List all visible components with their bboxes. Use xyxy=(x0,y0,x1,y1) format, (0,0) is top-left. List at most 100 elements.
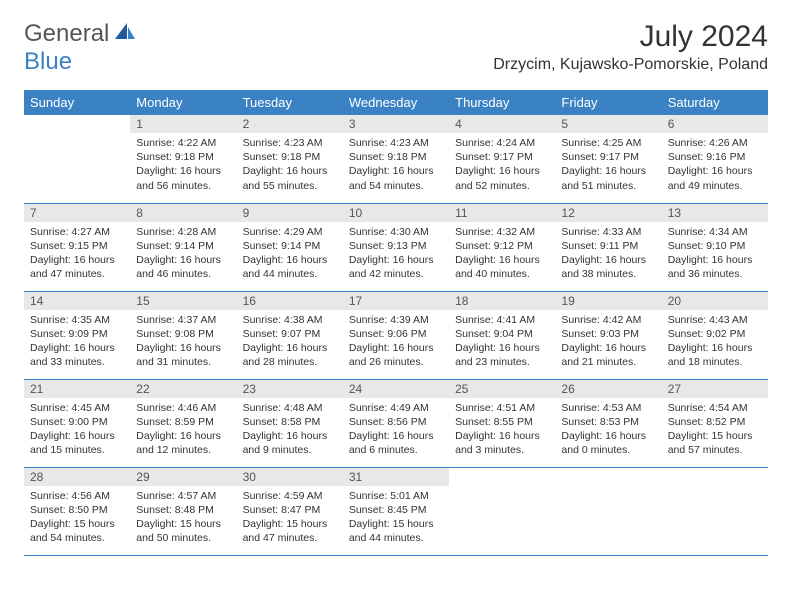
day-number: 6 xyxy=(662,115,768,133)
day-number: 13 xyxy=(662,204,768,222)
day-number: 19 xyxy=(555,292,661,310)
day-number: 4 xyxy=(449,115,555,133)
day-details: Sunrise: 4:46 AMSunset: 8:59 PMDaylight:… xyxy=(130,398,236,464)
day-details: Sunrise: 4:22 AMSunset: 9:18 PMDaylight:… xyxy=(130,133,236,199)
day-number: 9 xyxy=(237,204,343,222)
day-number: 16 xyxy=(237,292,343,310)
day-number: 22 xyxy=(130,380,236,398)
logo-sail-icon xyxy=(113,21,137,41)
calendar-day-cell: 27Sunrise: 4:54 AMSunset: 8:52 PMDayligh… xyxy=(662,379,768,467)
day-details: Sunrise: 4:32 AMSunset: 9:12 PMDaylight:… xyxy=(449,222,555,288)
day-number: 27 xyxy=(662,380,768,398)
calendar-day-cell: 24Sunrise: 4:49 AMSunset: 8:56 PMDayligh… xyxy=(343,379,449,467)
calendar-day-cell: 3Sunrise: 4:23 AMSunset: 9:18 PMDaylight… xyxy=(343,115,449,203)
calendar-day-cell: 20Sunrise: 4:43 AMSunset: 9:02 PMDayligh… xyxy=(662,291,768,379)
day-details: Sunrise: 4:56 AMSunset: 8:50 PMDaylight:… xyxy=(24,486,130,552)
day-number: 15 xyxy=(130,292,236,310)
day-number: 26 xyxy=(555,380,661,398)
day-details: Sunrise: 4:26 AMSunset: 9:16 PMDaylight:… xyxy=(662,133,768,199)
day-details: Sunrise: 4:24 AMSunset: 9:17 PMDaylight:… xyxy=(449,133,555,199)
calendar-day-cell: 30Sunrise: 4:59 AMSunset: 8:47 PMDayligh… xyxy=(237,467,343,555)
day-details: Sunrise: 4:30 AMSunset: 9:13 PMDaylight:… xyxy=(343,222,449,288)
day-number: 28 xyxy=(24,468,130,486)
day-details: Sunrise: 4:49 AMSunset: 8:56 PMDaylight:… xyxy=(343,398,449,464)
calendar-day-cell: 22Sunrise: 4:46 AMSunset: 8:59 PMDayligh… xyxy=(130,379,236,467)
calendar-week-row: 1Sunrise: 4:22 AMSunset: 9:18 PMDaylight… xyxy=(24,115,768,203)
calendar-day-cell: 13Sunrise: 4:34 AMSunset: 9:10 PMDayligh… xyxy=(662,203,768,291)
calendar-day-cell: 17Sunrise: 4:39 AMSunset: 9:06 PMDayligh… xyxy=(343,291,449,379)
day-number: 17 xyxy=(343,292,449,310)
calendar-day-cell: 7Sunrise: 4:27 AMSunset: 9:15 PMDaylight… xyxy=(24,203,130,291)
day-details: Sunrise: 4:34 AMSunset: 9:10 PMDaylight:… xyxy=(662,222,768,288)
day-number: 25 xyxy=(449,380,555,398)
calendar-day-cell xyxy=(449,467,555,555)
day-number: 7 xyxy=(24,204,130,222)
day-details: Sunrise: 4:25 AMSunset: 9:17 PMDaylight:… xyxy=(555,133,661,199)
logo: General Blue xyxy=(24,20,137,76)
calendar-day-cell: 14Sunrise: 4:35 AMSunset: 9:09 PMDayligh… xyxy=(24,291,130,379)
calendar-day-cell: 10Sunrise: 4:30 AMSunset: 9:13 PMDayligh… xyxy=(343,203,449,291)
day-number: 23 xyxy=(237,380,343,398)
day-number: 24 xyxy=(343,380,449,398)
calendar-week-row: 7Sunrise: 4:27 AMSunset: 9:15 PMDaylight… xyxy=(24,203,768,291)
day-header: Monday xyxy=(130,90,236,115)
day-number: 5 xyxy=(555,115,661,133)
day-header: Tuesday xyxy=(237,90,343,115)
day-details: Sunrise: 4:38 AMSunset: 9:07 PMDaylight:… xyxy=(237,310,343,376)
day-details: Sunrise: 4:27 AMSunset: 9:15 PMDaylight:… xyxy=(24,222,130,288)
day-details: Sunrise: 4:48 AMSunset: 8:58 PMDaylight:… xyxy=(237,398,343,464)
calendar-day-cell: 26Sunrise: 4:53 AMSunset: 8:53 PMDayligh… xyxy=(555,379,661,467)
calendar-day-cell xyxy=(662,467,768,555)
day-details: Sunrise: 4:45 AMSunset: 9:00 PMDaylight:… xyxy=(24,398,130,464)
day-details: Sunrise: 4:39 AMSunset: 9:06 PMDaylight:… xyxy=(343,310,449,376)
header: General Blue July 2024 Drzycim, Kujawsko… xyxy=(24,20,768,76)
day-header: Wednesday xyxy=(343,90,449,115)
day-header-row: SundayMondayTuesdayWednesdayThursdayFrid… xyxy=(24,90,768,115)
calendar-day-cell: 21Sunrise: 4:45 AMSunset: 9:00 PMDayligh… xyxy=(24,379,130,467)
day-number: 12 xyxy=(555,204,661,222)
day-number: 30 xyxy=(237,468,343,486)
calendar-day-cell: 4Sunrise: 4:24 AMSunset: 9:17 PMDaylight… xyxy=(449,115,555,203)
calendar-day-cell: 11Sunrise: 4:32 AMSunset: 9:12 PMDayligh… xyxy=(449,203,555,291)
calendar-day-cell: 1Sunrise: 4:22 AMSunset: 9:18 PMDaylight… xyxy=(130,115,236,203)
day-number: 14 xyxy=(24,292,130,310)
day-header: Thursday xyxy=(449,90,555,115)
calendar-day-cell: 2Sunrise: 4:23 AMSunset: 9:18 PMDaylight… xyxy=(237,115,343,203)
calendar-body: 1Sunrise: 4:22 AMSunset: 9:18 PMDaylight… xyxy=(24,115,768,555)
month-title: July 2024 xyxy=(493,20,768,54)
day-number: 1 xyxy=(130,115,236,133)
day-details: Sunrise: 4:54 AMSunset: 8:52 PMDaylight:… xyxy=(662,398,768,464)
calendar-week-row: 28Sunrise: 4:56 AMSunset: 8:50 PMDayligh… xyxy=(24,467,768,555)
day-number: 10 xyxy=(343,204,449,222)
day-details: Sunrise: 4:28 AMSunset: 9:14 PMDaylight:… xyxy=(130,222,236,288)
calendar-day-cell: 31Sunrise: 5:01 AMSunset: 8:45 PMDayligh… xyxy=(343,467,449,555)
day-details: Sunrise: 4:35 AMSunset: 9:09 PMDaylight:… xyxy=(24,310,130,376)
calendar-table: SundayMondayTuesdayWednesdayThursdayFrid… xyxy=(24,90,768,556)
day-header: Saturday xyxy=(662,90,768,115)
day-number: 18 xyxy=(449,292,555,310)
calendar-day-cell: 18Sunrise: 4:41 AMSunset: 9:04 PMDayligh… xyxy=(449,291,555,379)
calendar-week-row: 21Sunrise: 4:45 AMSunset: 9:00 PMDayligh… xyxy=(24,379,768,467)
calendar-day-cell: 16Sunrise: 4:38 AMSunset: 9:07 PMDayligh… xyxy=(237,291,343,379)
day-number: 31 xyxy=(343,468,449,486)
day-number: 21 xyxy=(24,380,130,398)
day-number: 8 xyxy=(130,204,236,222)
location-text: Drzycim, Kujawsko-Pomorskie, Poland xyxy=(493,56,768,74)
day-details: Sunrise: 4:23 AMSunset: 9:18 PMDaylight:… xyxy=(237,133,343,199)
calendar-week-row: 14Sunrise: 4:35 AMSunset: 9:09 PMDayligh… xyxy=(24,291,768,379)
calendar-day-cell: 23Sunrise: 4:48 AMSunset: 8:58 PMDayligh… xyxy=(237,379,343,467)
day-details: Sunrise: 4:37 AMSunset: 9:08 PMDaylight:… xyxy=(130,310,236,376)
day-details: Sunrise: 4:43 AMSunset: 9:02 PMDaylight:… xyxy=(662,310,768,376)
calendar-day-cell: 28Sunrise: 4:56 AMSunset: 8:50 PMDayligh… xyxy=(24,467,130,555)
title-block: July 2024 Drzycim, Kujawsko-Pomorskie, P… xyxy=(493,20,768,74)
day-number: 20 xyxy=(662,292,768,310)
logo-text-general: General xyxy=(24,20,109,47)
day-number: 3 xyxy=(343,115,449,133)
day-details: Sunrise: 4:41 AMSunset: 9:04 PMDaylight:… xyxy=(449,310,555,376)
day-details: Sunrise: 4:57 AMSunset: 8:48 PMDaylight:… xyxy=(130,486,236,552)
day-number: 2 xyxy=(237,115,343,133)
calendar-day-cell: 5Sunrise: 4:25 AMSunset: 9:17 PMDaylight… xyxy=(555,115,661,203)
day-details: Sunrise: 4:23 AMSunset: 9:18 PMDaylight:… xyxy=(343,133,449,199)
day-header: Sunday xyxy=(24,90,130,115)
day-details: Sunrise: 4:59 AMSunset: 8:47 PMDaylight:… xyxy=(237,486,343,552)
